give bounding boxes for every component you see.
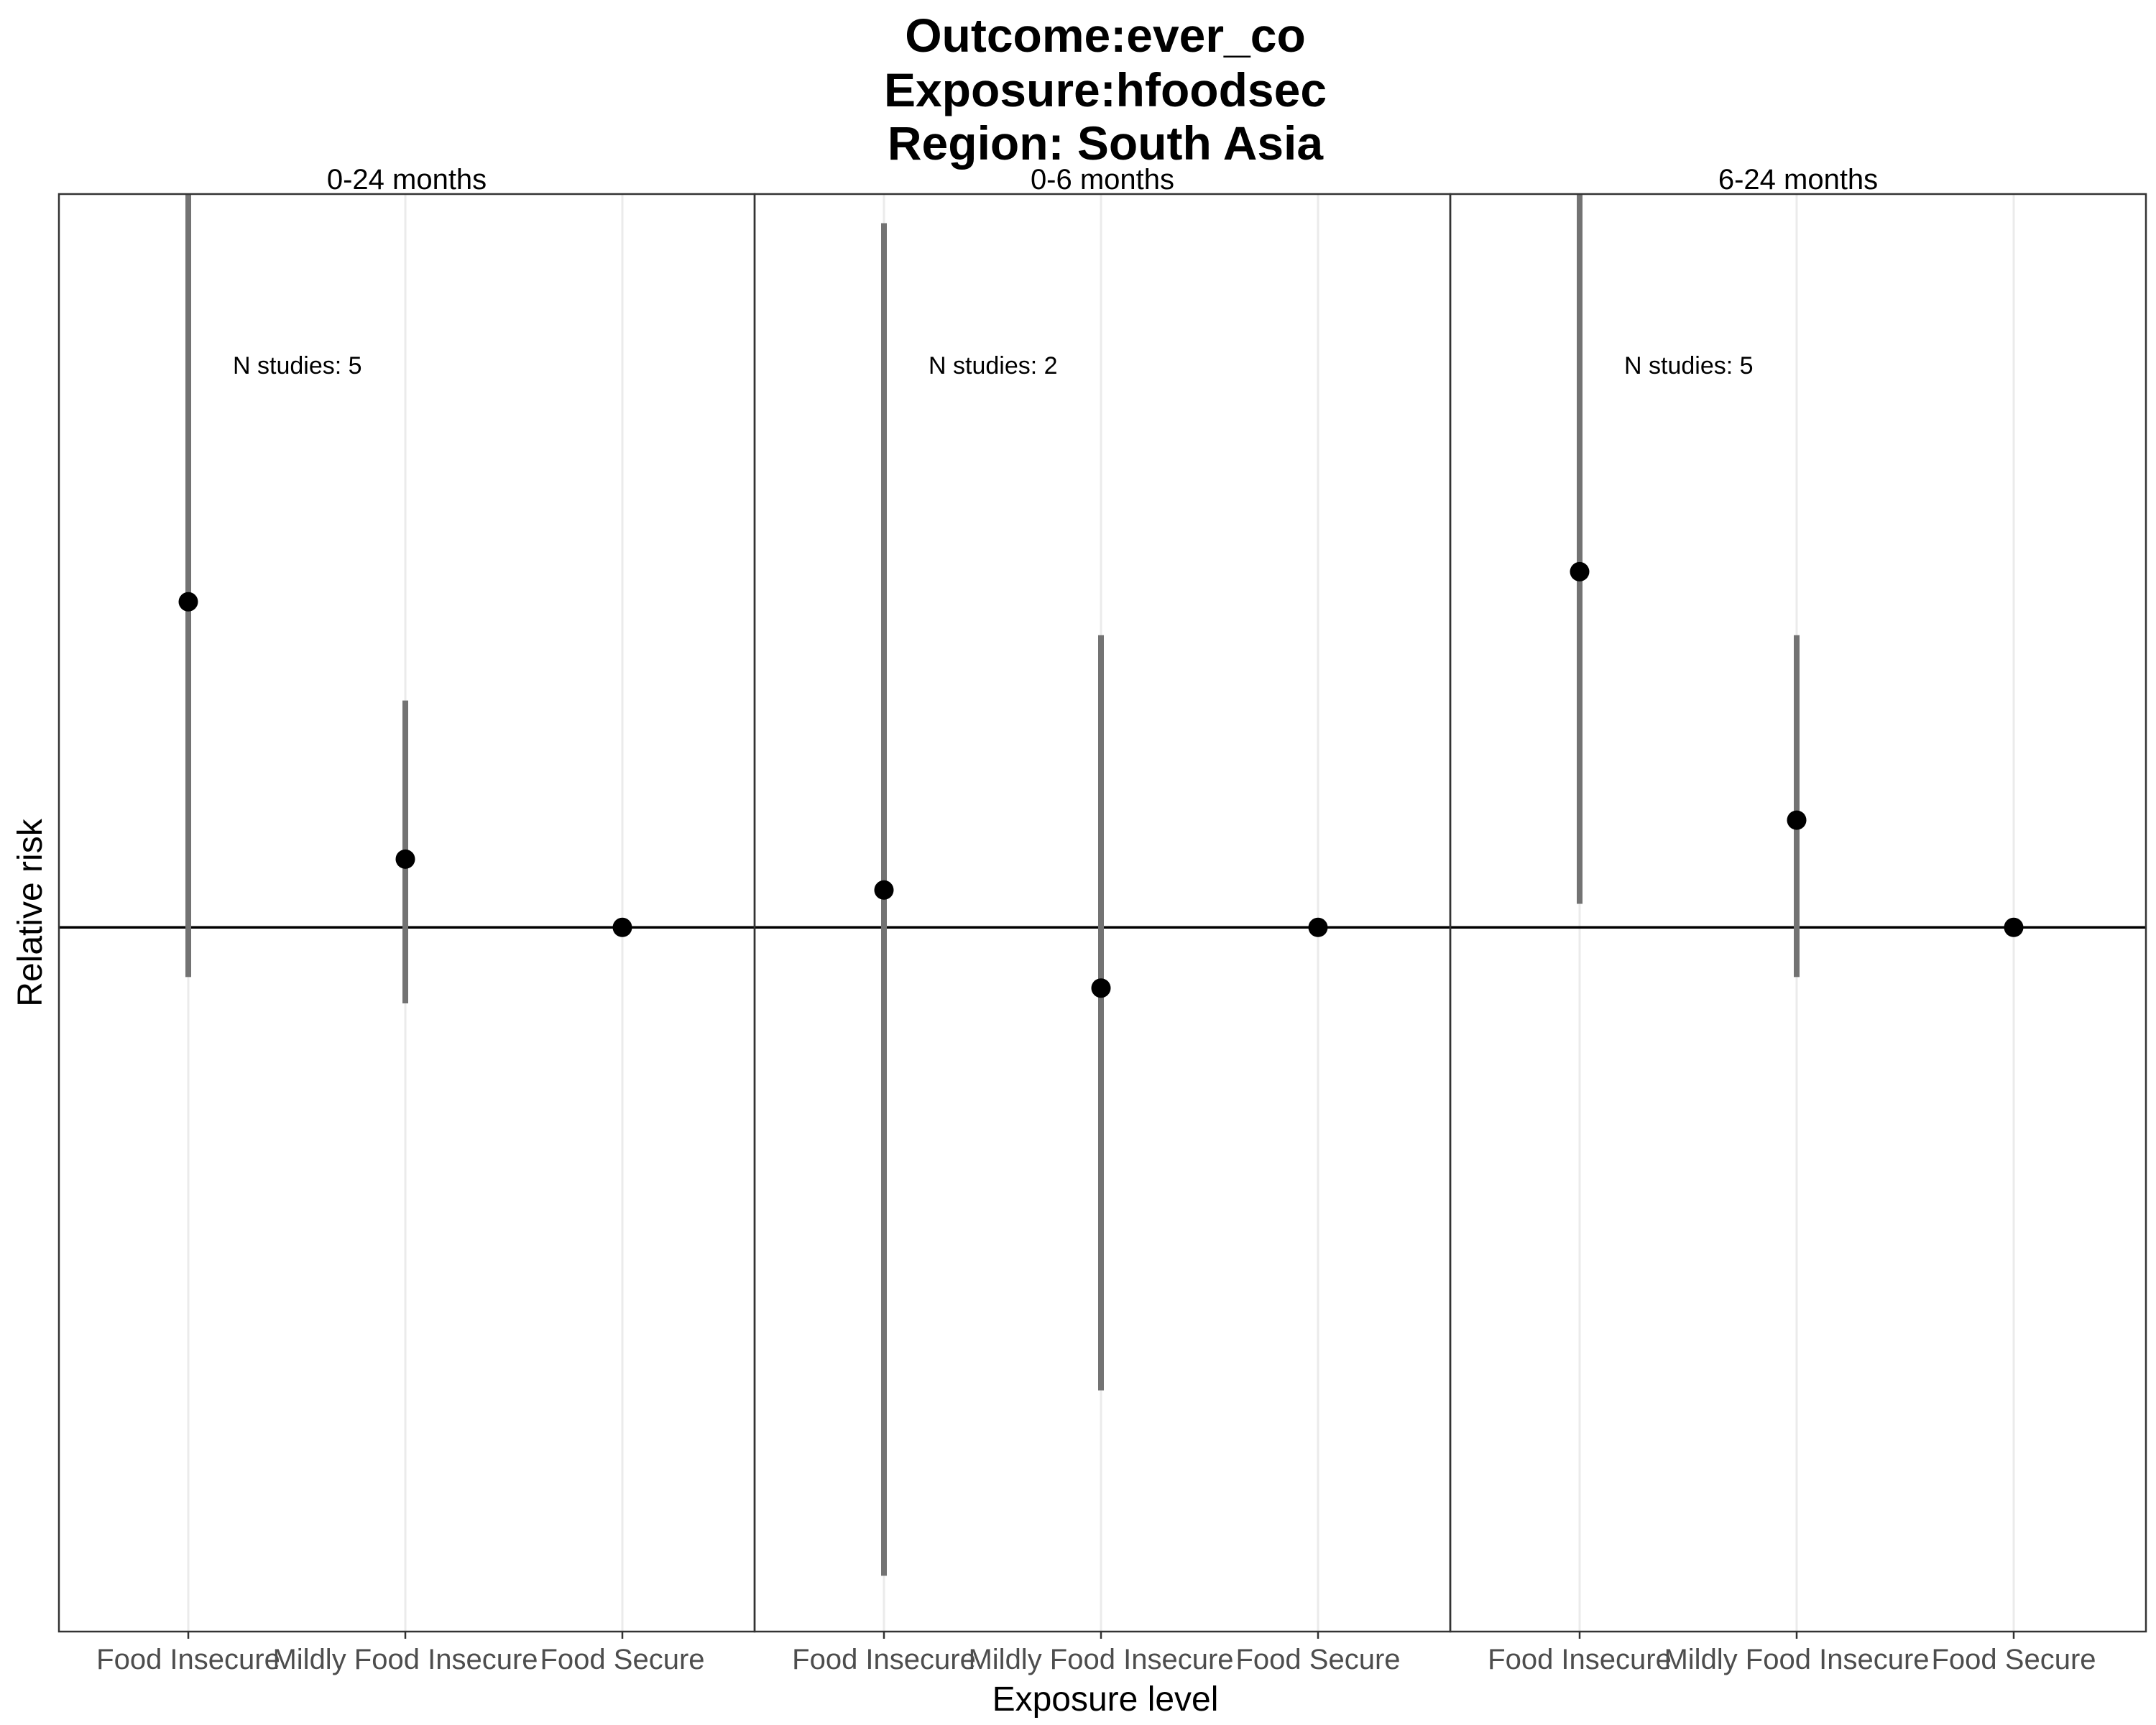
facet-label: 0-24 months bbox=[327, 164, 487, 196]
x-tick-label: Mildly Food Insecure bbox=[272, 1644, 538, 1675]
point-estimate bbox=[2004, 917, 2024, 937]
point-estimate bbox=[178, 592, 198, 612]
x-tick-label: Food Insecure bbox=[1488, 1644, 1672, 1675]
n-studies-note: N studies: 2 bbox=[929, 352, 1058, 380]
point-estimate bbox=[1308, 917, 1328, 937]
y-axis-title: Relative risk bbox=[11, 818, 50, 1006]
point-estimate bbox=[612, 917, 632, 937]
x-tick-label: Food Secure bbox=[1235, 1644, 1400, 1675]
chart-title: Outcome:ever_coExposure:hfoodsecRegion: … bbox=[884, 9, 1327, 170]
facet-label: 0-6 months bbox=[1031, 164, 1174, 196]
x-tick-label: Food Insecure bbox=[792, 1644, 976, 1675]
x-axis-title: Exposure level bbox=[992, 1680, 1219, 1719]
title-line-1: Outcome:ever_co bbox=[905, 9, 1306, 62]
point-estimate bbox=[1570, 561, 1590, 581]
x-tick-label: Food Secure bbox=[1931, 1644, 2096, 1675]
x-tick-label: Food Secure bbox=[540, 1644, 704, 1675]
facet-panel-2: 0-6 months N studies: 2 Food InsecureMildl… bbox=[753, 164, 1452, 1675]
panel-border bbox=[1449, 193, 2147, 1633]
n-studies-note: N studies: 5 bbox=[1624, 352, 1754, 380]
x-tick-label: Mildly Food Insecure bbox=[968, 1644, 1233, 1675]
facet-panel-3: 6-24 months N studies: 5 Food InsecureMild… bbox=[1449, 164, 2147, 1675]
x-tick-label: Mildly Food Insecure bbox=[1664, 1644, 1929, 1675]
title-line-3: Region: South Asia bbox=[888, 116, 1325, 170]
facet-label: 6-24 months bbox=[1718, 164, 1878, 196]
point-estimate bbox=[1787, 810, 1807, 830]
point-estimate bbox=[1091, 978, 1111, 998]
point-estimate bbox=[395, 849, 415, 869]
title-line-2: Exposure:hfoodsec bbox=[884, 63, 1327, 116]
point-estimate bbox=[874, 880, 894, 900]
n-studies-note: N studies: 5 bbox=[233, 352, 362, 380]
facet-panel-1: 0-24 months N studies: 5 Food InsecureMild… bbox=[57, 164, 756, 1675]
x-tick-label: Food Insecure bbox=[96, 1644, 280, 1675]
